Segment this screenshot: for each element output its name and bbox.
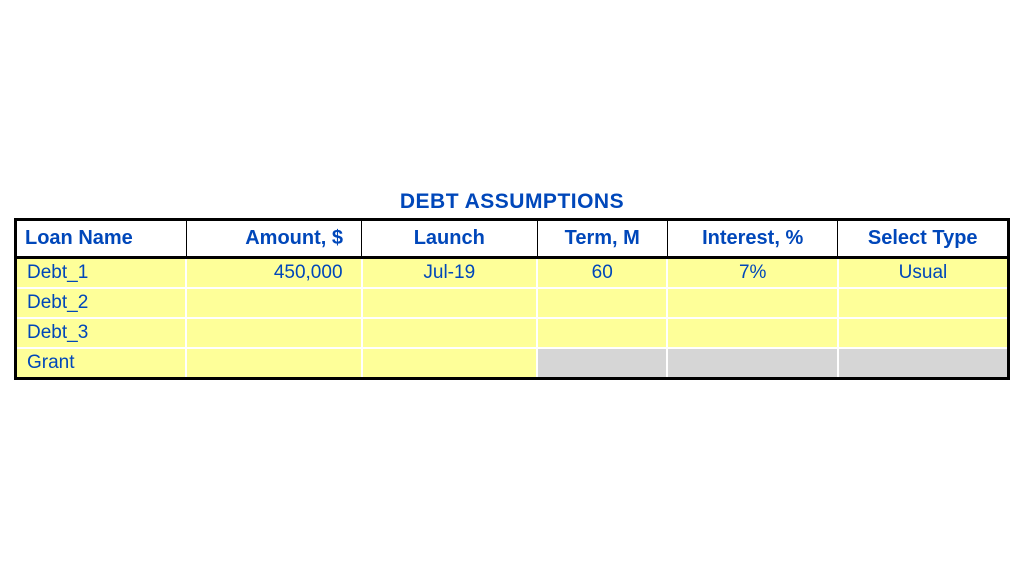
table-row: Grant <box>16 348 1009 379</box>
cell-loan-name[interactable]: Grant <box>16 348 187 379</box>
header-amount: Amount, $ <box>186 220 362 258</box>
cell-term[interactable] <box>537 288 667 318</box>
cell-launch[interactable] <box>362 288 538 318</box>
cell-interest <box>667 348 838 379</box>
header-term: Term, M <box>537 220 667 258</box>
cell-loan-name[interactable]: Debt_2 <box>16 288 187 318</box>
cell-select-type[interactable] <box>838 318 1009 348</box>
cell-amount[interactable] <box>186 318 362 348</box>
cell-term[interactable] <box>537 318 667 348</box>
debt-assumptions-table: Loan Name Amount, $ Launch Term, M Inter… <box>14 218 1010 380</box>
header-select-type: Select Type <box>838 220 1009 258</box>
cell-launch[interactable] <box>362 348 538 379</box>
cell-loan-name[interactable]: Debt_1 <box>16 258 187 289</box>
cell-amount[interactable] <box>186 348 362 379</box>
debt-assumptions-container: DEBT ASSUMPTIONS Loan Name Amount, $ Lau… <box>14 190 1010 380</box>
table-row: Debt_3 <box>16 318 1009 348</box>
table-header-row: Loan Name Amount, $ Launch Term, M Inter… <box>16 220 1009 258</box>
cell-loan-name[interactable]: Debt_3 <box>16 318 187 348</box>
table-row: Debt_2 <box>16 288 1009 318</box>
cell-interest[interactable] <box>667 318 838 348</box>
table-body: Debt_1 450,000 Jul-19 60 7% Usual Debt_2… <box>16 258 1009 379</box>
cell-amount[interactable]: 450,000 <box>186 258 362 289</box>
header-loan-name: Loan Name <box>16 220 187 258</box>
cell-launch[interactable] <box>362 318 538 348</box>
table-row: Debt_1 450,000 Jul-19 60 7% Usual <box>16 258 1009 289</box>
cell-term <box>537 348 667 379</box>
cell-interest[interactable] <box>667 288 838 318</box>
table-title: DEBT ASSUMPTIONS <box>14 190 1010 214</box>
cell-select-type[interactable] <box>838 288 1009 318</box>
cell-interest[interactable]: 7% <box>667 258 838 289</box>
cell-term[interactable]: 60 <box>537 258 667 289</box>
cell-select-type <box>838 348 1009 379</box>
cell-amount[interactable] <box>186 288 362 318</box>
cell-select-type[interactable]: Usual <box>838 258 1009 289</box>
header-launch: Launch <box>362 220 538 258</box>
header-interest: Interest, % <box>667 220 838 258</box>
cell-launch[interactable]: Jul-19 <box>362 258 538 289</box>
